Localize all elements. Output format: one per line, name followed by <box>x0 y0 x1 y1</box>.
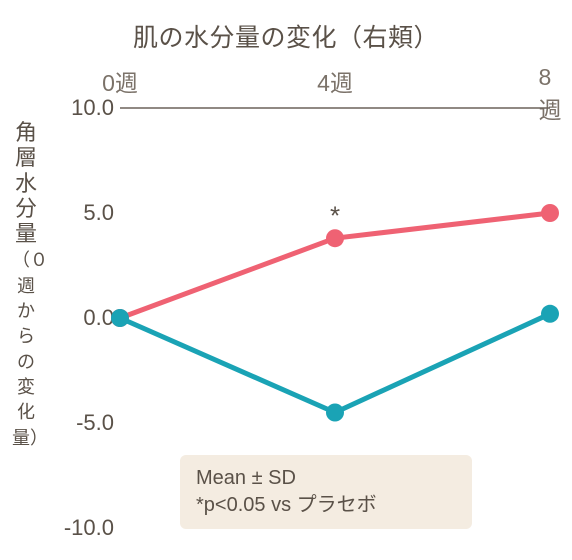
series-marker-treatment <box>541 204 559 222</box>
note-box: Mean ± SD *p<0.05 vs プラセボ <box>180 455 472 529</box>
note-line-2: *p<0.05 vs プラセボ <box>196 492 456 519</box>
ytick-2: 0.0 <box>83 305 114 331</box>
y-axis-label: 角層水分量（０週からの変化量） <box>12 120 40 449</box>
series-line-placebo <box>120 314 550 413</box>
chart-title: 肌の水分量の変化（右頬） <box>0 18 572 54</box>
y-axis-label-main: 角層水分量 <box>15 120 37 246</box>
x-label-1: 4週 <box>317 64 353 98</box>
series-marker-placebo <box>326 404 344 422</box>
series-marker-treatment <box>326 229 344 247</box>
ytick-3: -5.0 <box>76 410 114 436</box>
x-label-0: 0週 <box>102 64 138 98</box>
y-axis-ticks: 10.0 5.0 0.0 -5.0 -10.0 <box>54 108 114 528</box>
series-marker-placebo <box>541 305 559 323</box>
y-axis-label-sub: （０週からの変化量） <box>12 250 48 447</box>
ytick-1: 5.0 <box>83 200 114 226</box>
series-marker-placebo <box>111 309 129 327</box>
note-line-1: Mean ± SD <box>196 465 456 492</box>
chart-container: { "chart": { "type": "line", "title": "肌… <box>0 0 572 560</box>
ytick-0: 10.0 <box>71 95 114 121</box>
x-axis-labels: 0週 4週 8週 <box>120 64 550 104</box>
significance-marker: * <box>330 201 340 232</box>
ytick-4: -10.0 <box>64 515 114 541</box>
